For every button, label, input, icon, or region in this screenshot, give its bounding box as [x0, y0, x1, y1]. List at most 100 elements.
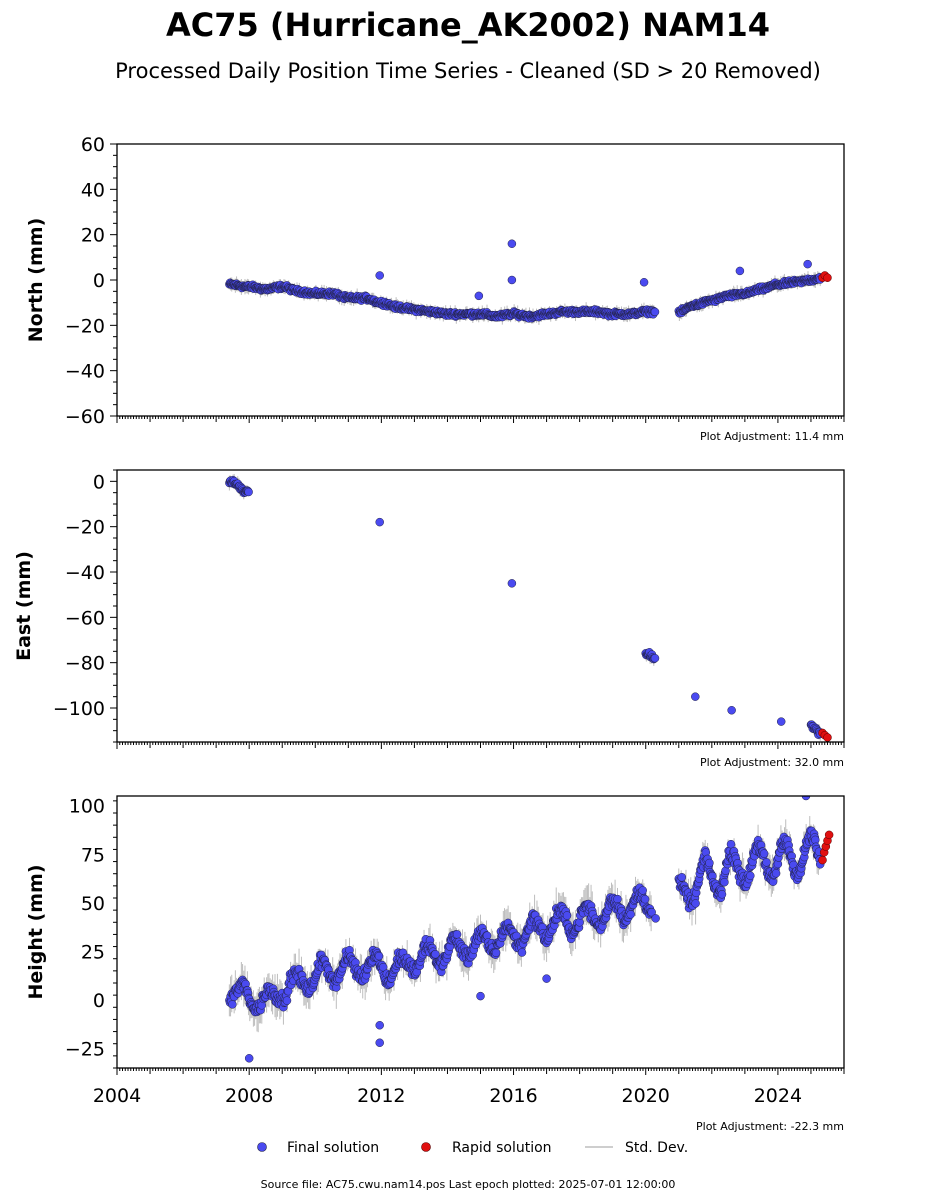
height-ytick-label: −25 — [65, 1039, 105, 1061]
height-final-point — [647, 907, 656, 917]
height-final-point — [759, 849, 769, 858]
height-final-point — [677, 873, 687, 882]
east-outlier-point — [375, 517, 384, 527]
height-ytick-label: 75 — [81, 844, 105, 866]
height-ylabel: Height (mm) — [25, 864, 47, 999]
height-panel: −25 0 25 50 75 100 2004 2008 2012 2016 2020 2024 Hei… — [25, 795, 845, 1133]
height-xtick-label: 2004 — [93, 1085, 141, 1107]
east-ytick-label: 0 — [93, 471, 105, 493]
height-final-point — [374, 951, 384, 961]
height-final-point — [452, 930, 462, 939]
east-stddev-bars — [228, 474, 821, 741]
height-final-point — [491, 948, 501, 958]
height-outlier-point — [542, 974, 551, 983]
height-outlier-point — [375, 1021, 384, 1030]
east-ylabel: East (mm) — [13, 551, 35, 661]
north-rapid-point — [823, 273, 832, 282]
height-xtick-label: 2016 — [489, 1085, 537, 1107]
height-xtick-label: 2012 — [357, 1085, 405, 1107]
east-outlier-point — [776, 717, 786, 726]
north-outlier-point — [474, 291, 484, 301]
legend: Final solution Rapid solution Std. Dev. — [257, 1140, 688, 1156]
north-outlier-point — [507, 239, 517, 248]
height-final-point — [762, 858, 771, 867]
height-final-point — [562, 911, 572, 920]
east-final-point — [650, 653, 660, 663]
north-ytick-label: −20 — [65, 315, 105, 337]
east-plot-area — [225, 474, 832, 742]
source-footer: Source file: AC75.cwu.nam14.pos Last epo… — [261, 1178, 676, 1191]
height-final-point — [517, 948, 527, 957]
north-ytick-label: −40 — [65, 361, 105, 383]
east-ytick-label: −60 — [65, 607, 105, 629]
north-ytick-label: 0 — [93, 270, 105, 292]
height-xtick-label: 2008 — [225, 1085, 273, 1107]
height-final-point — [431, 949, 440, 959]
north-ylabel: North (mm) — [25, 218, 47, 343]
height-final-point — [691, 899, 700, 908]
north-outlier-point — [375, 271, 384, 280]
height-rapid-point — [818, 855, 827, 865]
height-plot-adjustment: Plot Adjustment: -22.3 mm — [696, 1120, 844, 1133]
height-final-point — [228, 1000, 237, 1009]
height-ytick-label: 50 — [81, 893, 105, 915]
height-outlier-point — [244, 1054, 254, 1063]
legend-rapid-marker — [421, 1142, 431, 1152]
height-outlier-point — [651, 914, 660, 923]
north-panel: −60 −40 −20 0 20 40 60 North (mm) Plot Adjustmen… — [25, 134, 845, 443]
figure-title: AC75 (Hurricane_AK2002) NAM14 — [166, 6, 770, 44]
legend-final-marker — [257, 1142, 267, 1152]
east-ytick-label: −100 — [53, 698, 105, 720]
height-final-point — [771, 869, 781, 878]
height-xtick-label: 2024 — [754, 1085, 802, 1107]
height-outlier-point — [375, 1038, 384, 1047]
north-final-points — [225, 239, 825, 323]
east-rapid-point — [823, 733, 832, 742]
height-outlier-point — [801, 796, 811, 801]
east-axes-frame — [116, 469, 845, 743]
north-ytick-label: 60 — [81, 134, 105, 156]
height-final-point — [705, 858, 714, 868]
height-plot-area — [225, 796, 834, 1063]
north-ytick-label: 20 — [81, 225, 105, 247]
north-axes-frame — [116, 143, 845, 417]
figure-subtitle: Processed Daily Position Time Series - C… — [115, 59, 821, 83]
height-outlier-point — [476, 991, 485, 1001]
height-xtick-label: 2020 — [622, 1085, 670, 1107]
east-panel: −100 −80 −60 −40 −20 0 East (mm) Plot Adjustmen… — [13, 469, 845, 769]
north-plot-area — [225, 239, 832, 325]
legend-final-label: Final solution — [287, 1140, 379, 1156]
height-final-point — [717, 890, 727, 899]
height-final-point — [613, 894, 622, 904]
north-plot-adjustment: Plot Adjustment: 11.4 mm — [700, 430, 844, 443]
north-outlier-point — [507, 275, 517, 285]
north-ytick-label: −60 — [65, 406, 105, 428]
height-final-point — [720, 877, 729, 887]
height-final-point — [638, 886, 647, 895]
height-final-point — [626, 910, 635, 919]
height-ytick-label: 25 — [81, 941, 105, 963]
east-final-points — [225, 475, 825, 739]
legend-rapid-label: Rapid solution — [452, 1140, 552, 1156]
height-ytick-label: 0 — [93, 990, 105, 1012]
height-ytick-label: 100 — [69, 796, 105, 818]
height-final-point — [640, 894, 650, 904]
height-final-point — [746, 871, 755, 880]
east-plot-adjustment: Plot Adjustment: 32.0 mm — [700, 756, 844, 769]
east-ytick-label: −20 — [65, 517, 105, 539]
legend-std-label: Std. Dev. — [625, 1140, 688, 1156]
north-outlier-point — [735, 266, 745, 276]
height-rapid-point — [824, 830, 834, 840]
east-final-point — [244, 487, 253, 497]
east-ytick-label: −40 — [65, 562, 105, 584]
north-final-point — [650, 307, 660, 317]
height-final-points — [225, 796, 825, 1063]
height-final-point — [282, 996, 292, 1005]
north-outlier-point — [803, 259, 812, 269]
north-outlier-point — [639, 278, 649, 287]
east-outlier-point — [507, 579, 517, 588]
north-ytick-label: 40 — [81, 179, 105, 201]
east-outlier-point — [727, 706, 736, 715]
east-ytick-label: −80 — [65, 653, 105, 675]
